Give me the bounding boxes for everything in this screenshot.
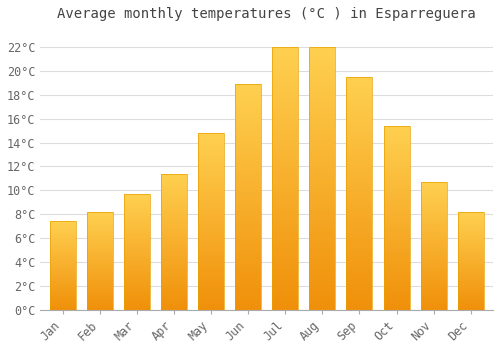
Bar (384, 126, 409, 310)
Bar (124, 194, 150, 310)
Bar (86, 212, 113, 310)
Title: Average monthly temperatures (°C ) in Esparreguera: Average monthly temperatures (°C ) in Es… (58, 7, 476, 21)
Bar (310, 47, 336, 310)
Bar (346, 77, 372, 310)
Bar (420, 182, 446, 310)
Bar (161, 174, 187, 310)
Bar (458, 212, 484, 310)
Bar (235, 84, 261, 310)
Bar (50, 221, 76, 310)
Bar (198, 133, 224, 310)
Bar (272, 47, 298, 310)
